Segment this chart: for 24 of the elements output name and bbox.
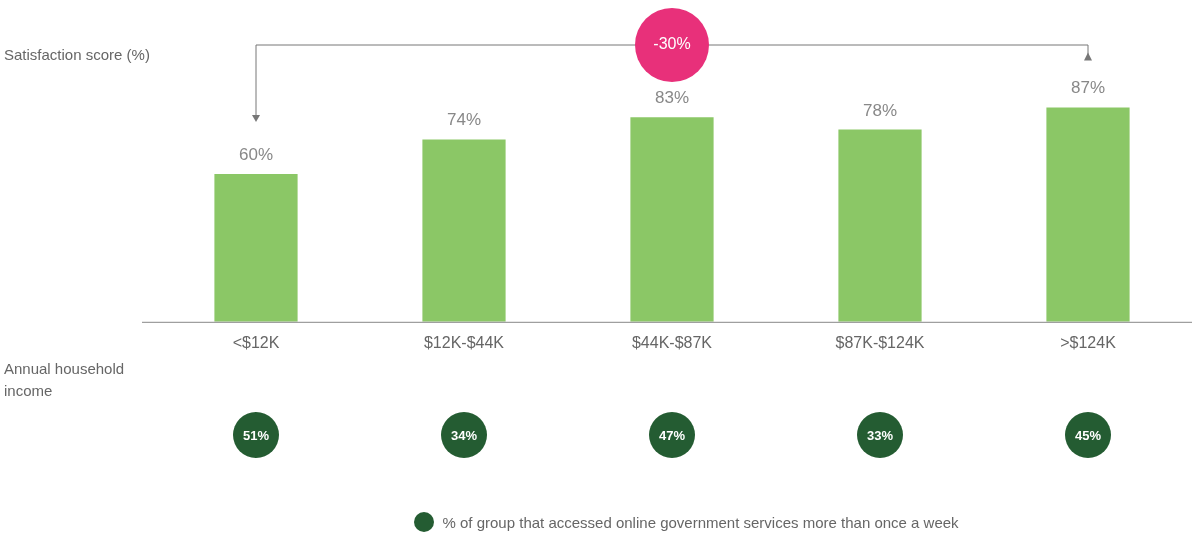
data-label: 74% [446, 110, 482, 130]
data-label: 60% [238, 144, 274, 164]
x-axis-title: Annual household income [4, 360, 125, 399]
bar [214, 173, 298, 322]
legend-label: % of group that accessed online government services more than once a week [442, 513, 959, 531]
data-label: 83% [654, 88, 690, 108]
data-label: 51% [233, 412, 279, 458]
x-tick-label: >$124K [1060, 333, 1117, 351]
x-tick-label: <$12K [232, 333, 280, 351]
data-label: 47% [649, 412, 695, 458]
data-label: 45% [1065, 412, 1111, 458]
x-tick-label: $87K-$124K [835, 333, 925, 351]
x-tick-label: $12K-$44K [423, 333, 505, 351]
data-label: 78% [862, 100, 898, 120]
y-axis-title: Satisfaction score (%) [4, 46, 150, 63]
bar [630, 117, 714, 322]
bar [422, 139, 506, 322]
data-label: 34% [441, 412, 487, 458]
bar [1046, 107, 1130, 322]
bar [838, 129, 922, 322]
data-label: 87% [1070, 78, 1106, 98]
x-tick-label: $44K-$87K [631, 333, 713, 351]
data-label: 33% [857, 412, 903, 458]
text: -30% [653, 35, 691, 53]
